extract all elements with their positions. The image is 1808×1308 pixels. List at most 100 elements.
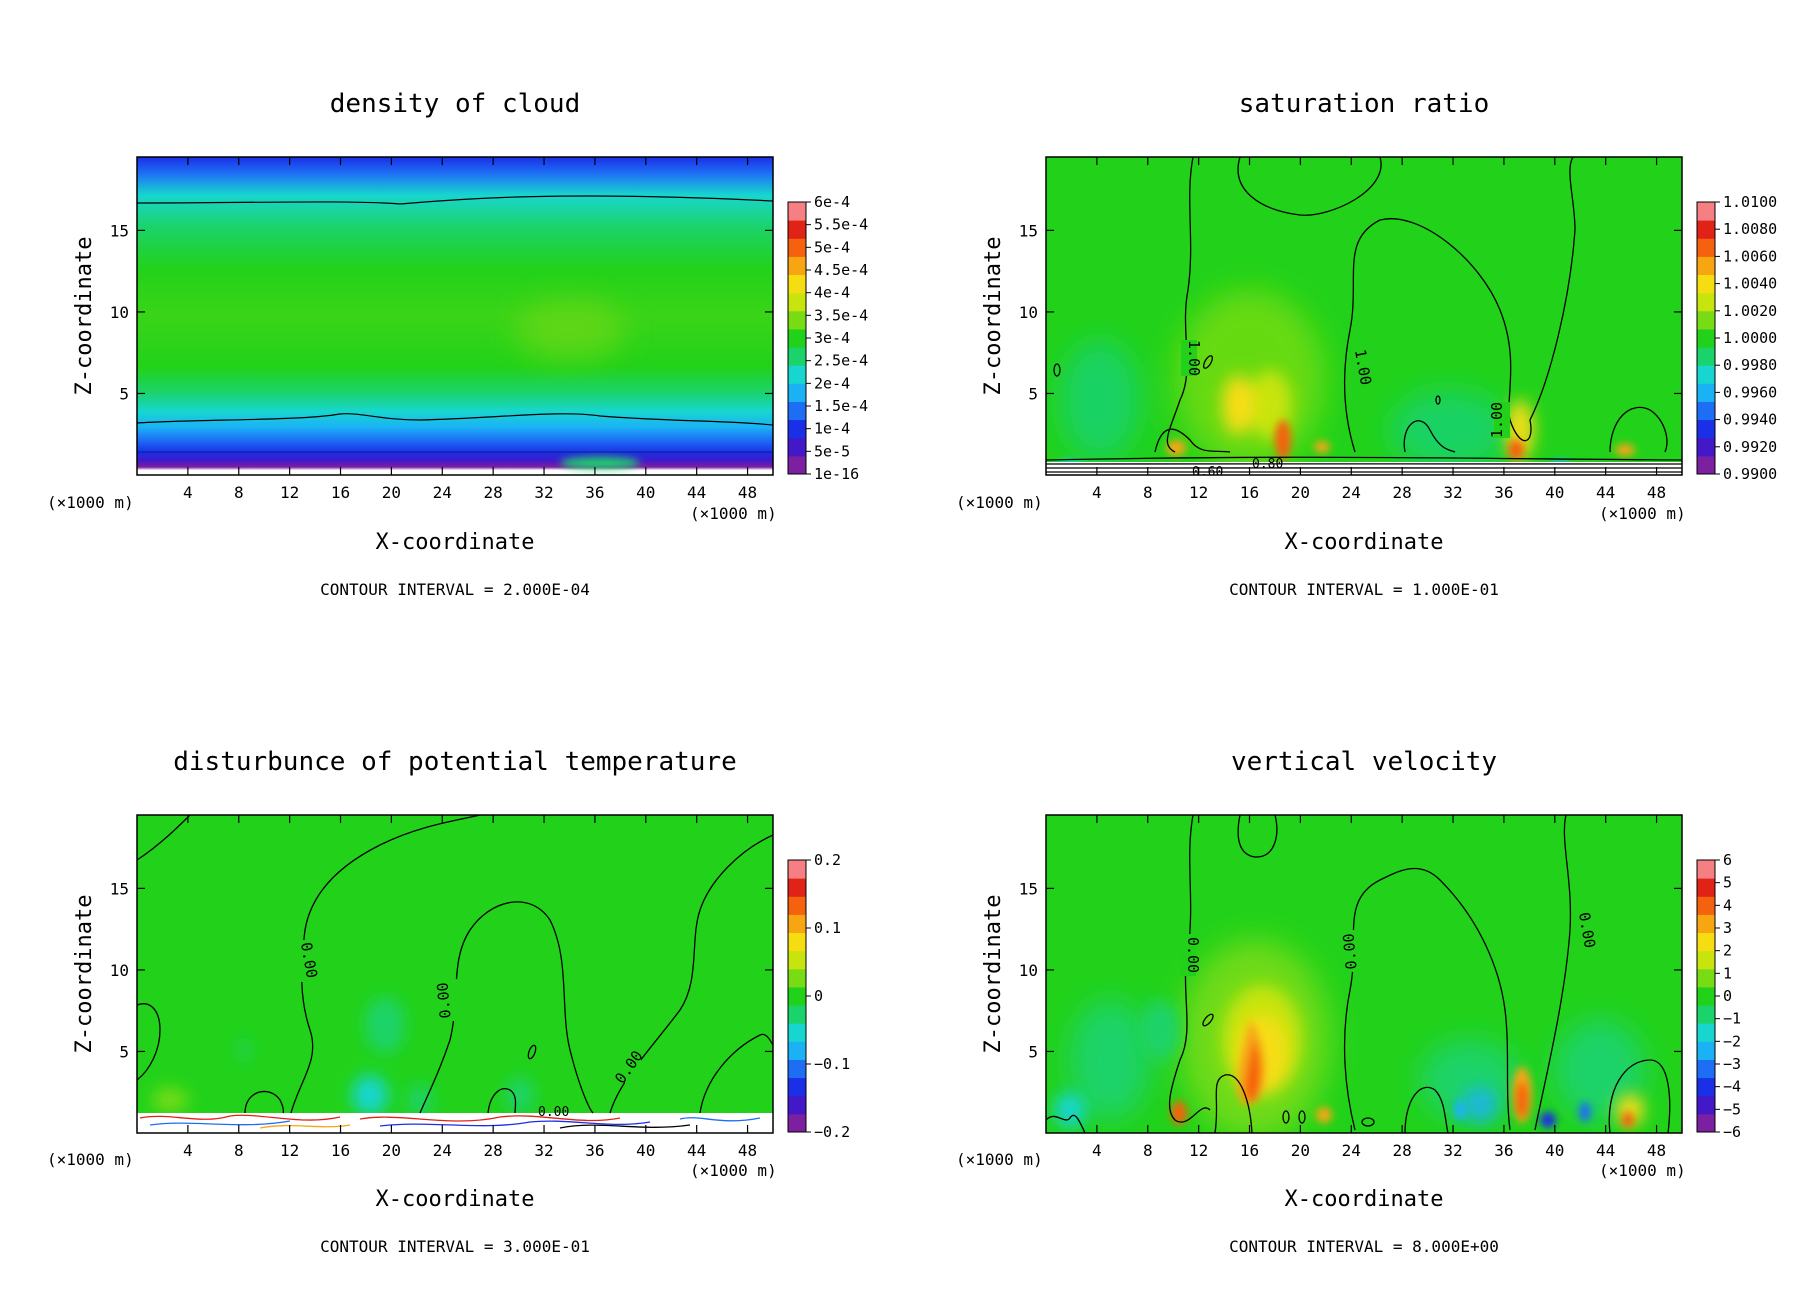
colorbar-label: 3.5e-4 [814,306,868,324]
x-tick-label: 4 [183,1141,193,1160]
colorbar-label: 4e-4 [814,284,850,302]
colorbar-label: 1 [1723,964,1732,982]
x-tick-label: 36 [1494,1141,1513,1160]
colorbar-label: 5 [1723,874,1732,892]
colorbar-label: 0.9920 [1723,438,1777,456]
colorbar-swatch [788,274,806,294]
colorbar-swatch [1697,914,1715,934]
x-unit-right: (×1000 m) [690,1161,777,1180]
panel-title: density of cloud [330,89,580,119]
colorbar-label: 0.9940 [1723,411,1777,429]
y-axis-label: Z-coordinate [72,237,97,396]
x-axis-label: X-coordinate [376,1187,535,1212]
colorbar-label: 3 [1723,919,1732,937]
y-tick-label: 5 [1028,384,1038,403]
contour-label: 0.00 [1575,911,1599,950]
colorbar-swatch [1697,292,1715,312]
colorbar-swatch [788,1113,806,1133]
x-tick-label: 8 [234,483,244,502]
colorbar-swatch [788,986,806,1006]
panel-title: disturbunce of potential temperature [173,747,737,777]
y-tick-label: 5 [1028,1042,1038,1061]
x-tick-label: 40 [1545,483,1564,502]
colorbar-swatch [1697,419,1715,439]
x-tick-label: 24 [433,483,452,502]
contour-label: 1.00 [1351,348,1375,387]
x-tick-label: 4 [1092,483,1102,502]
colorbar-label: −6 [1723,1123,1741,1141]
x-unit-left: (×1000 m) [47,1150,134,1169]
colorbar-swatch [1697,878,1715,897]
y-tick-label: 10 [1019,961,1038,980]
plot-frame [136,814,774,1134]
x-tick-label: 20 [1291,483,1310,502]
colorbar-label: 1.0020 [1723,302,1777,320]
colorbar-swatch [1697,310,1715,330]
colorbar-swatch [788,365,806,384]
x-tick-label: 40 [636,1141,655,1160]
x-tick-label: 48 [738,483,757,502]
colorbar-label: 6 [1723,851,1732,869]
colorbar-label: −3 [1723,1055,1741,1073]
x-tick-label: 20 [382,483,401,502]
colorbar-label: 6e-4 [814,193,850,211]
colorbar-label: −2 [1723,1032,1741,1050]
colorbar-swatch [1697,1113,1715,1133]
x-unit-right: (×1000 m) [1599,504,1686,523]
colorbar-swatch [788,968,806,988]
colorbar-swatch [788,1077,806,1097]
x-tick-label: 16 [331,1141,350,1160]
colorbar-swatch [788,256,806,276]
colorbar-swatch [1697,1041,1715,1060]
colorbar-swatch [1697,365,1715,384]
colorbar-swatch [1697,202,1715,221]
x-tick-label: 16 [331,483,350,502]
y-tick-label: 5 [119,1042,129,1061]
colorbar-swatch [788,310,806,330]
colorbar-swatch [1697,437,1715,457]
contour-label: 0.80 [1252,457,1283,472]
x-tick-label: 32 [534,1141,553,1160]
x-tick-label: 8 [234,1141,244,1160]
colorbar-swatch [788,220,806,239]
colorbar-swatch [1697,932,1715,952]
colorbar-label: 1.0100 [1723,193,1777,211]
colorbar-swatch [788,347,806,366]
contour-interval-note: CONTOUR INTERVAL = 3.000E-01 [320,1237,590,1256]
plot-frame [1045,156,1683,476]
colorbar-swatch [788,914,806,934]
colorbar-label: 5e-4 [814,238,850,256]
panel-vertical-velocity: vertical velocity [956,747,1741,1256]
colorbar-label: 5e-5 [814,442,850,460]
colorbar-swatch [1697,383,1715,402]
colorbar-swatch [1697,950,1715,970]
colorbar-label: −0.1 [814,1055,850,1073]
colorbar-label: 1e-16 [814,465,859,483]
x-tick-label: 4 [183,483,193,502]
x-tick-label: 36 [585,1141,604,1160]
x-axis-label: X-coordinate [376,530,535,555]
colorbar-swatch [788,1095,806,1115]
plot-field: 0.00 0.00 0.00 [1046,815,1682,1133]
x-tick-label: 4 [1092,1141,1102,1160]
colorbar-label: 0.9900 [1723,465,1777,483]
y-tick-label: 5 [119,384,129,403]
panel-title: saturation ratio [1239,89,1489,119]
y-tick-label: 10 [110,961,129,980]
colorbar-label: 1.0080 [1723,220,1777,238]
x-tick-label: 32 [1443,483,1462,502]
colorbar-swatch [788,238,806,257]
x-tick-label: 16 [1240,1141,1259,1160]
x-tick-label: 28 [484,483,503,502]
colorbar-swatch [788,419,806,439]
colorbar-label: −0.2 [814,1123,850,1141]
contour-label: 1.00 [1185,340,1203,376]
x-unit-left: (×1000 m) [956,1150,1043,1169]
colorbar-swatch [788,1005,806,1024]
colorbar-label: 0.9980 [1723,356,1777,374]
colorbar-swatch [788,1059,806,1079]
colorbar-label: 3e-4 [814,329,850,347]
